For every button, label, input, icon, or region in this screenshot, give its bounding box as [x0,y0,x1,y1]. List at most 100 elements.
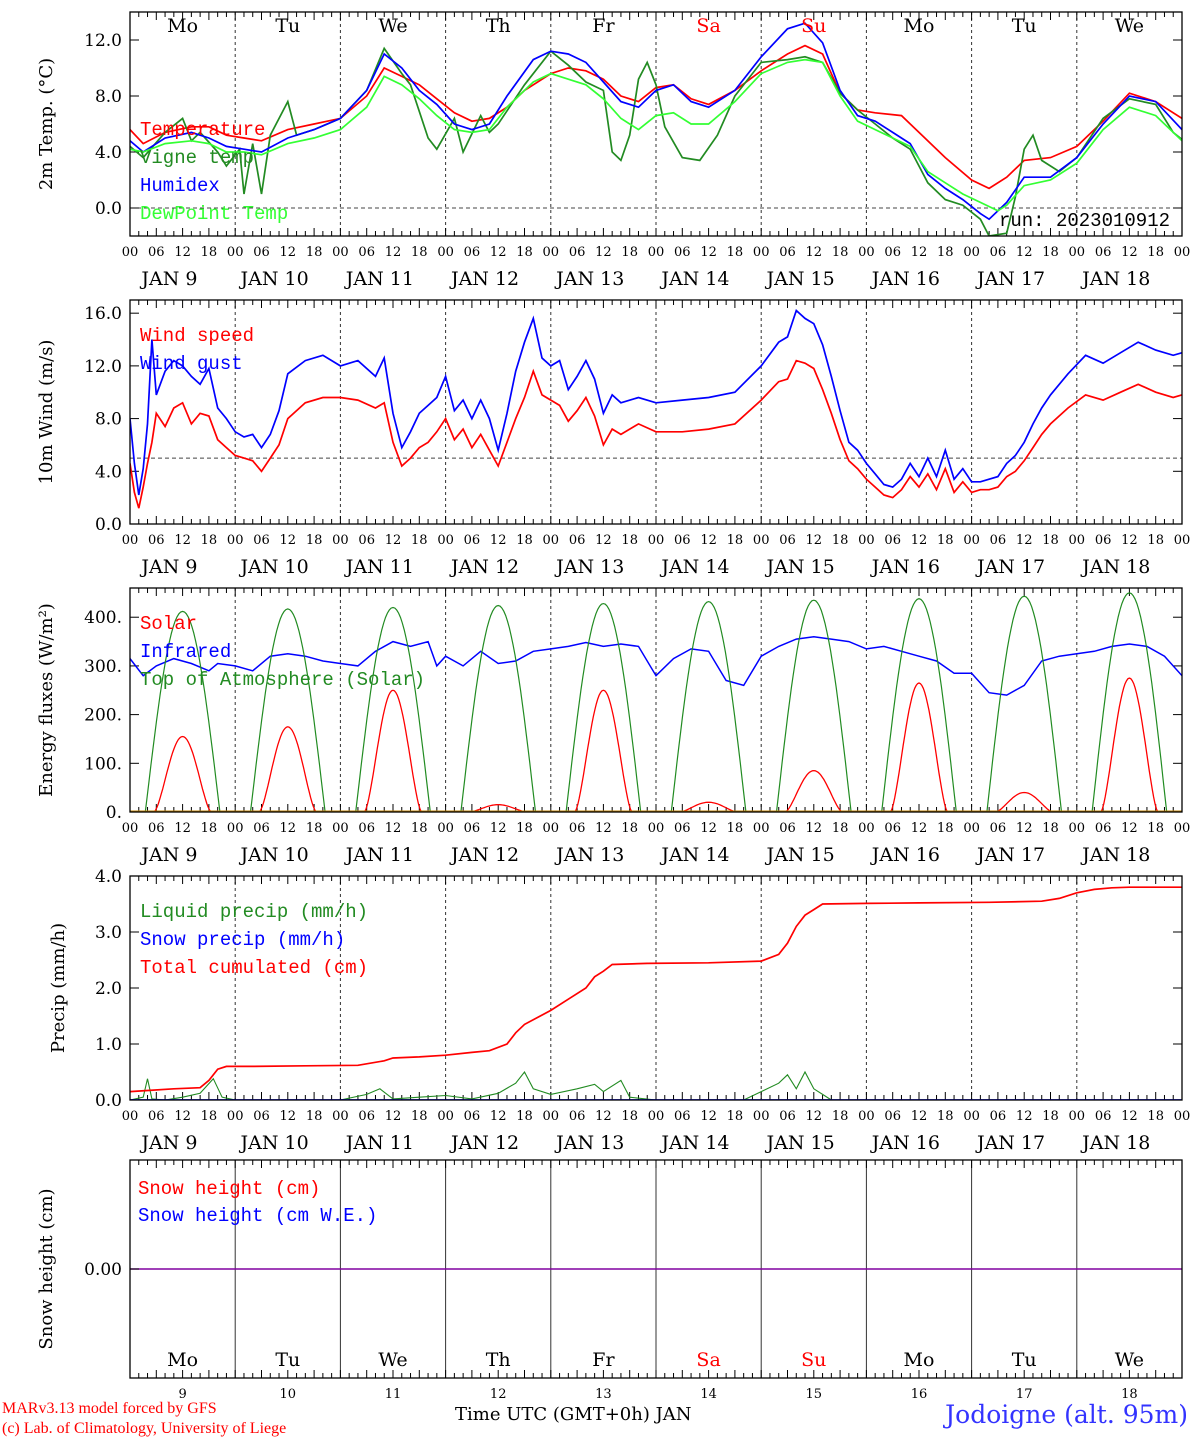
y-tick-label: 4.0 [95,143,122,163]
y-axis-title: 10m Wind (m/s) [36,340,57,485]
hour-tick-label: 06 [990,821,1007,836]
series-line [130,58,1182,212]
hour-tick-label: 12 [911,533,928,548]
series-group-energy [130,592,1182,812]
hour-tick-label: 18 [832,1109,849,1124]
hour-tick-label: 00 [227,821,244,836]
legend-entry: DewPoint Temp [140,203,288,225]
day-number-label: 10 [280,1387,297,1402]
hour-tick-label: 00 [858,533,875,548]
hour-tick-label: 18 [832,821,849,836]
weekday-label-bottom: Mo [904,1349,935,1371]
hour-tick-label: 06 [464,821,481,836]
hour-tick-label: 12 [490,533,507,548]
y-tick-label: 400. [84,608,122,628]
day-label: JAN 9 [139,268,197,290]
series-toa-day [761,599,867,812]
day-label: JAN 12 [449,556,519,578]
hour-tick-label: 18 [516,245,533,260]
hour-tick-label: 00 [963,1109,980,1124]
hour-tick-label: 12 [385,821,402,836]
hour-tick-label: 12 [174,1109,191,1124]
day-label: JAN 14 [659,556,729,578]
hour-tick-label: 18 [1042,245,1059,260]
hour-tick-label: 18 [201,1109,218,1124]
series-solar-day [881,682,957,812]
y-axis-title: Snow height (cm) [36,1188,57,1349]
y-tick-label: 0.00 [84,1260,122,1280]
weekday-label-top: We [378,15,407,37]
hour-tick-label: 12 [911,1109,928,1124]
legend-entry: Total cumulated (cm) [140,957,368,979]
legend-entry: Vigne temp [140,147,254,169]
weekday-label-bottom: Th [486,1349,511,1371]
day-label: JAN 10 [239,268,309,290]
hour-tick-label: 12 [700,533,717,548]
day-number-label: 14 [700,1387,717,1402]
lab-credit: (c) Lab. of Climatology, University of L… [2,1420,287,1437]
y-tick-label: 12.0 [84,31,122,51]
hour-tick-label: 00 [648,821,665,836]
hour-tick-label: 00 [753,1109,770,1124]
day-label: JAN 11 [344,1132,414,1154]
hour-tick-label: 18 [832,533,849,548]
hour-tick-label: 06 [148,821,165,836]
day-label: JAN 15 [765,556,835,578]
day-label: JAN 18 [1080,1132,1150,1154]
hour-tick-label: 06 [779,533,796,548]
hour-tick-label: 06 [779,1109,796,1124]
y-tick-label: 4.0 [95,462,122,482]
hour-tick-label: 12 [700,821,717,836]
series-line [130,46,1182,236]
hour-tick-label: 12 [911,821,928,836]
day-label: JAN 13 [554,1132,624,1154]
weekday-label-bottom: Tu [1012,1349,1037,1371]
hour-tick-label: 18 [727,533,744,548]
hour-tick-label: 06 [358,821,375,836]
hour-tick-label: 06 [1095,533,1112,548]
hour-tick-label: 12 [280,821,297,836]
hour-tick-label: 06 [464,1109,481,1124]
day-label: JAN 10 [239,556,309,578]
station-name: Jodoigne (alt. 95m) [945,1400,1188,1429]
panel-frame [129,587,1183,813]
hour-tick-label: 12 [595,533,612,548]
legend-entry: Snow precip (mm/h) [140,929,345,951]
hour-tick-label: 00 [1069,821,1086,836]
hour-tick-label: 06 [569,821,586,836]
hour-tick-label: 18 [306,1109,323,1124]
day-number-label: 13 [595,1387,612,1402]
hour-tick-label: 18 [1147,245,1164,260]
hour-tick-label: 12 [1016,821,1033,836]
hour-tick-label: 00 [963,245,980,260]
hour-tick-label: 00 [963,821,980,836]
hour-tick-label: 06 [990,245,1007,260]
legend-entry: Top of Atmosphere (Solar) [140,669,425,691]
day-label: JAN 16 [870,1132,940,1154]
panel-frame [129,11,1183,237]
hour-tick-label: 18 [201,245,218,260]
panel-frame [129,875,1183,1101]
hour-tick-label: 12 [1121,533,1138,548]
day-label: JAN 11 [344,268,414,290]
hour-tick-label: 12 [1016,533,1033,548]
hour-tick-label: 18 [201,821,218,836]
hour-tick-label: 18 [727,245,744,260]
day-label: JAN 15 [765,1132,835,1154]
weekday-label-bottom: We [1115,1349,1144,1371]
hour-tick-label: 18 [1042,821,1059,836]
hour-tick-label: 18 [411,245,428,260]
y-tick-label: 16.0 [84,304,122,324]
series-solar-day [1092,677,1167,812]
hour-tick-label: 12 [174,821,191,836]
hour-tick-label: 06 [1095,821,1112,836]
hour-tick-label: 12 [806,533,823,548]
legend-entry: Temperature [140,119,265,141]
day-label: JAN 18 [1080,556,1150,578]
series-toa-day [550,602,656,812]
hour-tick-label: 12 [174,245,191,260]
hour-tick-label: 06 [148,245,165,260]
hour-tick-label: 06 [779,821,796,836]
hour-tick-label: 12 [1121,821,1138,836]
